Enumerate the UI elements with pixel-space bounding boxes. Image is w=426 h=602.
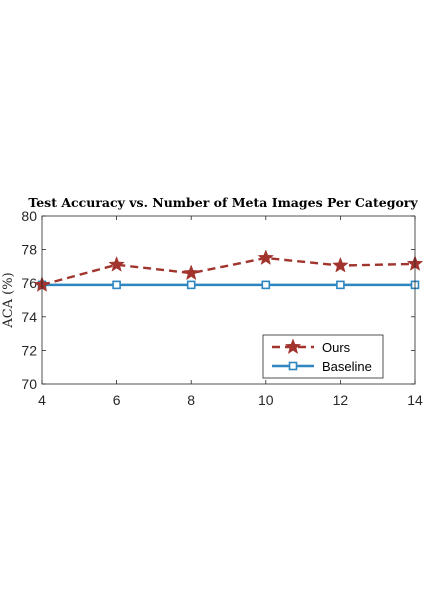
y-tick-label: 78 bbox=[21, 242, 37, 258]
y-axis-label: ACA (%) bbox=[1, 272, 16, 328]
legend: Ours Baseline bbox=[262, 334, 384, 379]
plot-frame bbox=[41, 215, 416, 385]
axes: 70 72 74 76 78 80 4 6 8 10 12 14 bbox=[21, 208, 423, 408]
x-tick-label: 10 bbox=[258, 392, 274, 408]
legend-label-ours: Ours bbox=[322, 340, 351, 355]
legend-marker-ours bbox=[284, 338, 302, 355]
x-tick-label: 12 bbox=[333, 392, 349, 408]
legend-marker-baseline bbox=[288, 361, 298, 371]
data-point-baseline bbox=[186, 280, 196, 290]
chart-title: Test Accuracy vs. Number of Meta Images … bbox=[28, 195, 418, 210]
y-tick-label: 72 bbox=[21, 342, 37, 358]
legend-label-baseline: Baseline bbox=[322, 359, 372, 374]
series-line-ours bbox=[41, 256, 416, 287]
data-point-ours bbox=[182, 264, 200, 281]
y-tick-label: 70 bbox=[21, 376, 37, 392]
y-tick-label: 80 bbox=[21, 208, 37, 224]
x-tick-label: 6 bbox=[113, 392, 121, 408]
x-tick-label: 14 bbox=[407, 392, 423, 408]
y-tick-label: 74 bbox=[21, 309, 37, 325]
data-point-baseline bbox=[112, 280, 121, 290]
y-tick-label: 76 bbox=[21, 275, 37, 291]
x-tick-label: 8 bbox=[187, 392, 195, 408]
data-point-ours bbox=[257, 249, 275, 266]
data-point-ours bbox=[108, 256, 125, 272]
data-point-baseline bbox=[336, 280, 345, 290]
legend-box bbox=[262, 334, 384, 379]
data-point-baseline bbox=[261, 280, 271, 290]
data-point-ours bbox=[332, 256, 349, 273]
x-tick-label: 4 bbox=[38, 392, 46, 408]
